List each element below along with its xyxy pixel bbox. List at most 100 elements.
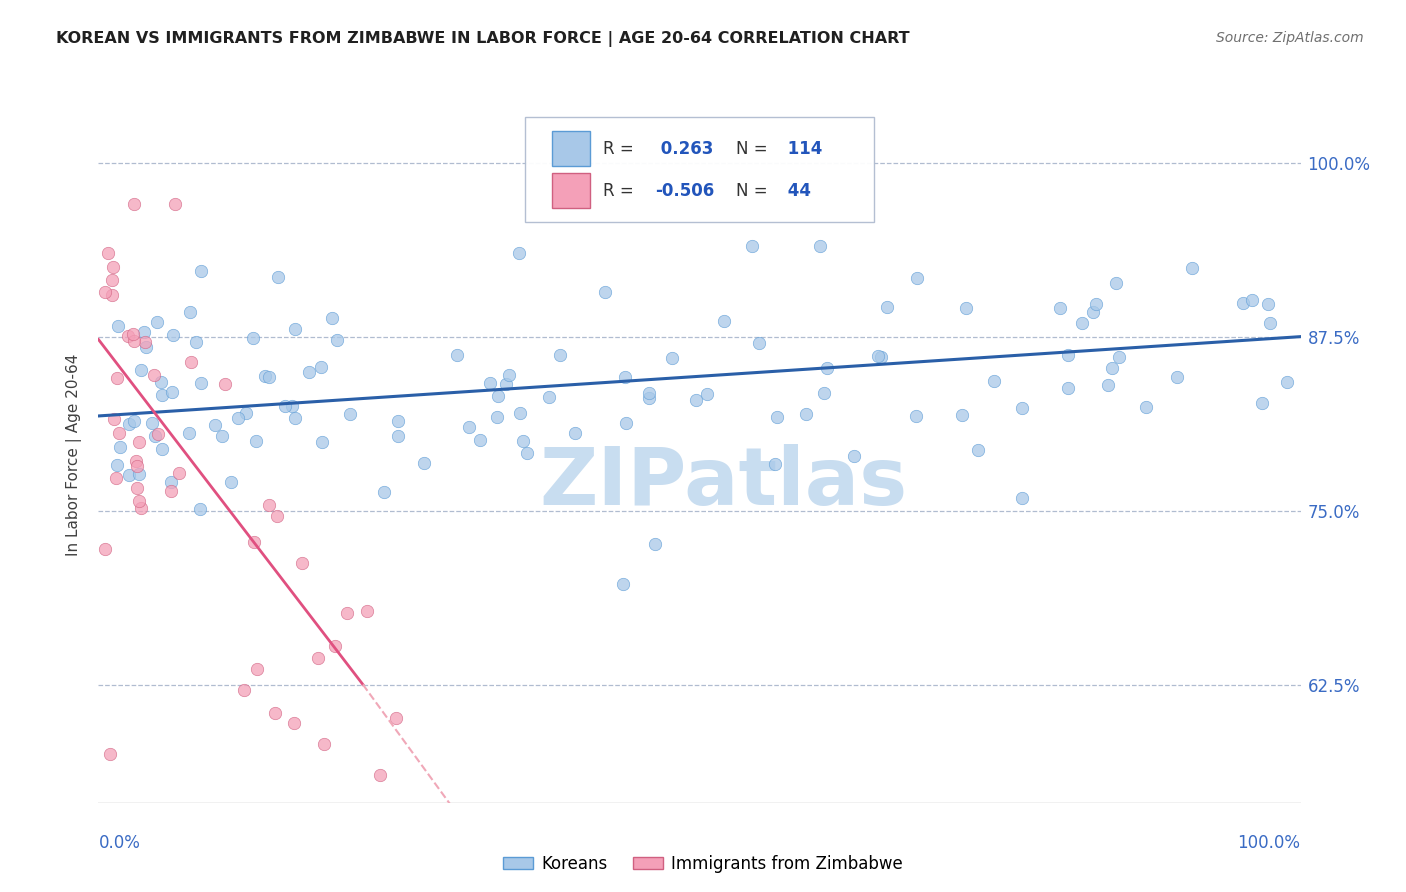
Point xyxy=(108,441,131,455)
Point xyxy=(696,387,718,401)
Point xyxy=(1251,395,1274,409)
Point xyxy=(142,368,165,382)
Text: 100.0%: 100.0% xyxy=(1237,834,1301,852)
Point xyxy=(1101,361,1123,376)
Text: Source: ZipAtlas.com: Source: ZipAtlas.com xyxy=(1216,31,1364,45)
Point xyxy=(868,349,890,363)
Bar xyxy=(551,131,591,166)
Text: 114: 114 xyxy=(782,140,823,158)
Point xyxy=(311,435,333,450)
Point xyxy=(537,390,560,404)
Point xyxy=(283,410,305,425)
Point xyxy=(211,428,233,442)
Point xyxy=(870,351,893,365)
Point xyxy=(509,406,531,420)
Point xyxy=(1083,305,1105,319)
Point xyxy=(125,453,148,467)
Point xyxy=(118,417,141,432)
Point xyxy=(713,314,735,328)
Point xyxy=(612,577,634,591)
Point xyxy=(101,260,124,274)
Point xyxy=(905,271,928,285)
Text: N =: N = xyxy=(735,182,768,200)
Point xyxy=(105,458,128,473)
Point xyxy=(162,328,184,343)
Point xyxy=(117,329,139,343)
Text: 0.263: 0.263 xyxy=(655,140,713,158)
Point xyxy=(1056,348,1078,362)
Point xyxy=(1071,316,1094,330)
Point xyxy=(488,389,510,403)
Point xyxy=(613,369,636,384)
Point xyxy=(190,264,212,278)
Point xyxy=(794,407,817,421)
Point xyxy=(485,410,508,425)
Point xyxy=(637,391,659,405)
Point xyxy=(307,651,329,665)
Point xyxy=(498,368,520,383)
Point xyxy=(1181,261,1204,276)
Point xyxy=(190,376,212,391)
Point xyxy=(309,360,332,375)
Text: KOREAN VS IMMIGRANTS FROM ZIMBABWE IN LABOR FORCE | AGE 20-64 CORRELATION CHART: KOREAN VS IMMIGRANTS FROM ZIMBABWE IN LA… xyxy=(56,31,910,47)
Point xyxy=(274,399,297,413)
Point xyxy=(1241,293,1264,307)
Point xyxy=(339,407,361,421)
Point xyxy=(141,417,163,431)
Point xyxy=(128,494,150,508)
Point xyxy=(104,471,127,485)
Point xyxy=(457,420,479,434)
Point xyxy=(146,315,169,329)
Point xyxy=(763,458,786,472)
Point xyxy=(242,330,264,344)
Point xyxy=(550,349,572,363)
Point xyxy=(298,365,321,379)
Text: 0.0%: 0.0% xyxy=(98,834,141,852)
Point xyxy=(128,434,150,449)
Point xyxy=(368,768,391,782)
Point xyxy=(815,360,838,375)
Point xyxy=(810,239,832,253)
Point xyxy=(188,501,211,516)
Point xyxy=(167,466,190,480)
Point xyxy=(101,273,124,287)
Point xyxy=(103,411,125,425)
Text: R =: R = xyxy=(603,140,634,158)
Point xyxy=(1011,401,1033,415)
Point xyxy=(150,442,173,456)
Point xyxy=(385,711,408,725)
Point xyxy=(446,348,468,362)
Text: 44: 44 xyxy=(782,182,811,200)
Point xyxy=(325,334,347,348)
Point xyxy=(321,310,343,325)
Legend: Koreans, Immigrants from Zimbabwe: Koreans, Immigrants from Zimbabwe xyxy=(496,848,910,880)
Point xyxy=(267,269,290,284)
Point xyxy=(593,285,616,300)
Point xyxy=(179,305,201,319)
Point xyxy=(149,375,172,389)
Point xyxy=(97,246,120,260)
Point xyxy=(955,301,977,315)
Point xyxy=(1104,277,1126,291)
Point xyxy=(107,425,129,440)
Point xyxy=(478,376,501,390)
Point xyxy=(143,429,166,443)
Point xyxy=(245,434,267,449)
Point xyxy=(129,500,152,515)
Point xyxy=(214,376,236,391)
Point xyxy=(134,325,156,339)
Point xyxy=(177,425,200,440)
Point xyxy=(1166,370,1188,384)
Point xyxy=(135,340,157,354)
Point xyxy=(122,334,145,348)
Text: N =: N = xyxy=(735,140,768,158)
Point xyxy=(1232,296,1254,310)
Point xyxy=(219,475,242,490)
Point xyxy=(844,450,866,464)
Point xyxy=(235,405,257,419)
Point xyxy=(283,716,305,731)
Point xyxy=(495,376,517,391)
Point xyxy=(284,321,307,335)
Point xyxy=(1108,351,1130,365)
Text: R =: R = xyxy=(603,182,634,200)
